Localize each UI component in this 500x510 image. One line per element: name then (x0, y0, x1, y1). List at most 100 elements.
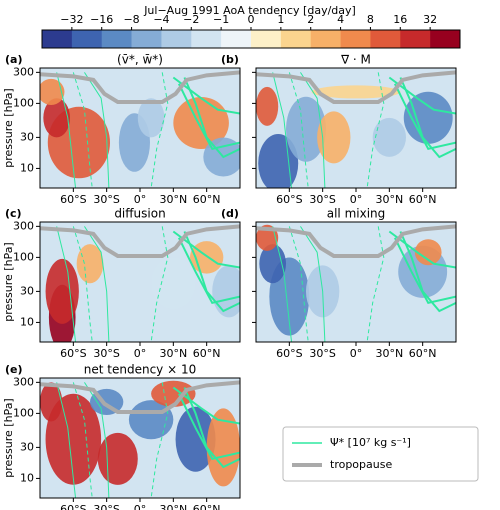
streamline (72, 382, 93, 498)
colorbar-tick-label: 0 (248, 13, 255, 26)
colorbar-tick-label: −8 (123, 13, 139, 26)
panel-title: all mixing (327, 207, 386, 221)
y-tick-label: 100 (13, 96, 34, 109)
streamline (272, 72, 293, 188)
streamline (150, 72, 169, 188)
x-tick-label: 60°S (276, 347, 302, 360)
streamline (388, 76, 456, 115)
y-axis-label: pressure [hPa] (2, 88, 15, 167)
panel-label: (b) (221, 53, 239, 66)
x-tick-label: 30°N (159, 503, 187, 510)
streamline (172, 76, 240, 115)
field-blob (40, 78, 65, 105)
field-blob (43, 98, 70, 138)
x-tick-label: 60°S (60, 503, 86, 510)
x-tick-label: 60°S (60, 347, 86, 360)
streamline (300, 72, 326, 188)
field-blob (311, 85, 401, 99)
colorbar-tick-label: 2 (307, 13, 314, 26)
streamline (150, 226, 169, 342)
streamline (366, 226, 385, 342)
field (40, 222, 240, 342)
field-blob (317, 111, 351, 164)
y-tick-label: 10 (20, 471, 34, 484)
colorbar-swatch (310, 30, 341, 48)
colorbar-tick-label: −1 (213, 13, 229, 26)
tropopause (40, 224, 240, 259)
field-blob (45, 393, 102, 485)
streamline (84, 72, 110, 188)
streamline (393, 237, 456, 304)
field (256, 222, 456, 342)
panel-label: (d) (221, 207, 239, 220)
streamline (177, 83, 240, 150)
x-tick-label: 0° (134, 193, 147, 206)
streamline (72, 72, 93, 188)
colorbar-tick-label: 8 (367, 13, 374, 26)
colorbar-swatch (221, 30, 252, 48)
y-axis-label: pressure [hPa] (2, 242, 15, 321)
colorbar-swatch (400, 30, 431, 48)
streamline (172, 230, 240, 269)
streamline (72, 226, 93, 342)
field-blob (175, 406, 216, 472)
x-tick-label: 30°S (93, 503, 119, 510)
x-tick-label: 30°S (93, 347, 119, 360)
colorbar-swatch (191, 30, 222, 48)
x-tick-label: 60°N (193, 347, 221, 360)
panel-title: (v̄*, w̄*) (117, 53, 163, 67)
colorbar-tick-label: −16 (90, 13, 113, 26)
colorbar-tick-label: 16 (393, 13, 407, 26)
panel-title: ∇ · M (340, 53, 371, 67)
x-tick-label: 0° (350, 347, 363, 360)
panel-label: (c) (5, 207, 22, 220)
legend-label: tropopause (330, 458, 392, 471)
colorbar-swatch (280, 30, 312, 48)
colorbar-swatch (71, 30, 103, 48)
field-blob (258, 134, 299, 188)
field-blob (403, 91, 453, 144)
streamline (388, 230, 456, 269)
field-blob (206, 408, 240, 487)
y-tick-label: 100 (13, 250, 34, 263)
y-axis-label: pressure [hPa] (2, 398, 15, 477)
panel-label: (a) (5, 53, 22, 66)
x-tick-label: 60°S (60, 193, 86, 206)
colorbar-swatch (251, 30, 282, 48)
x-tick-label: 30°S (309, 347, 335, 360)
x-tick-label: 0° (134, 347, 147, 360)
colorbar-tick-label: −2 (183, 13, 199, 26)
field-blob (212, 265, 240, 318)
panel-title: diffusion (114, 207, 165, 221)
field-blob (40, 382, 63, 422)
x-tick-label: 60°N (193, 503, 221, 510)
legend-box (282, 426, 479, 482)
x-tick-label: 60°N (193, 193, 221, 206)
streamline (366, 72, 385, 188)
tropopause (256, 224, 456, 259)
streamline (288, 72, 309, 188)
x-tick-label: 60°N (409, 193, 437, 206)
y-tick-label: 30 (20, 284, 34, 297)
y-tick-label: 30 (20, 130, 34, 143)
field-blob (76, 244, 104, 284)
colorbar-tick-label: 32 (423, 13, 437, 26)
legend-label: Ψ* [10⁷ kg s⁻¹] (330, 436, 411, 449)
tropopause (256, 70, 456, 105)
field-blob (151, 380, 196, 407)
tropopause (40, 70, 240, 105)
field-blob (151, 257, 196, 310)
streamline (300, 226, 326, 342)
y-tick-label: 30 (20, 440, 34, 453)
y-tick-label: 300 (13, 375, 34, 388)
x-tick-label: 60°S (276, 193, 302, 206)
panel-label: (e) (5, 363, 23, 376)
streamline (393, 83, 456, 150)
streamline (56, 382, 77, 498)
field (40, 68, 240, 188)
colorbar-swatch (42, 30, 73, 48)
field-blob (286, 96, 326, 162)
y-tick-label: 10 (20, 315, 34, 328)
y-tick-label: 300 (13, 219, 34, 232)
y-tick-label: 10 (20, 161, 34, 174)
